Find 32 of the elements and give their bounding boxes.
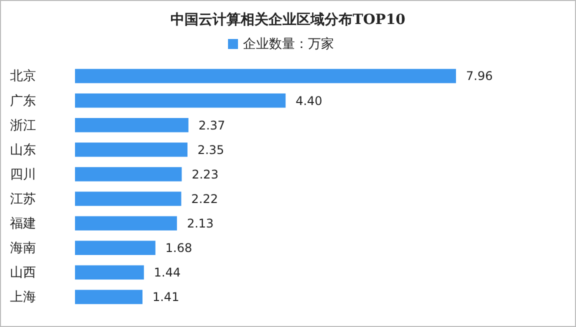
y-tick-label: 北京: [10, 68, 36, 84]
data-label: 4.40: [296, 94, 322, 108]
y-tick-label: 山东: [10, 142, 36, 157]
chart-title: 中国云计算相关企业区域分布TOP10: [170, 11, 406, 28]
data-label: 1.41: [152, 290, 180, 304]
bar: [75, 216, 177, 230]
bar: [75, 68, 456, 84]
y-tick-label: 海南: [10, 240, 36, 256]
data-label: 1.44: [154, 266, 181, 280]
y-tick-label: 浙江: [10, 117, 36, 132]
data-label: 2.37: [198, 118, 226, 132]
bar: [75, 192, 182, 206]
bar: [75, 240, 156, 255]
legend-label: 企业数量：万家: [243, 36, 334, 52]
bar: [75, 265, 144, 280]
y-tick-label: 上海: [10, 289, 36, 304]
y-tick-label: 福建: [10, 215, 36, 230]
data-label: 2.23: [192, 167, 218, 182]
data-label: 2.35: [197, 142, 224, 157]
bar: [75, 118, 188, 132]
bar: [75, 142, 188, 157]
y-tick-label: 江苏: [10, 190, 36, 206]
bar: [75, 167, 182, 182]
y-tick-label: 广东: [10, 92, 36, 108]
bar: [75, 93, 286, 108]
data-label: 1.68: [165, 241, 192, 256]
y-tick-label: 四川: [10, 166, 36, 182]
data-label: 7.96: [466, 69, 493, 84]
data-label: 2.22: [191, 192, 218, 206]
bar: [75, 290, 142, 304]
data-label: 2.13: [186, 216, 214, 231]
y-tick-label: 山西: [10, 264, 36, 280]
